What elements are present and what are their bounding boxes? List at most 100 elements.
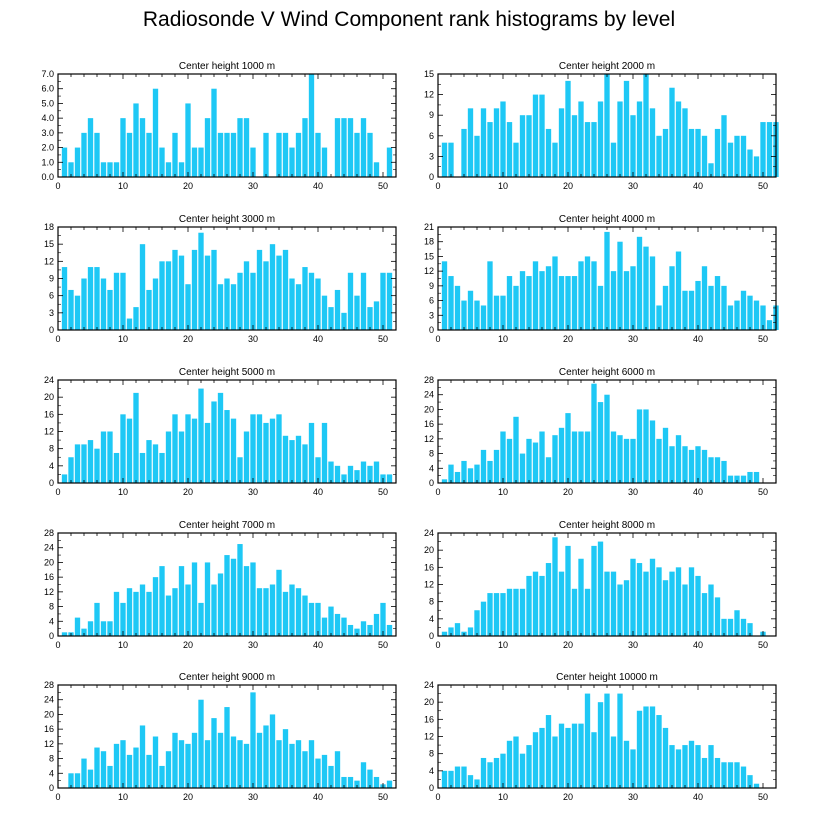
x-tick-label: 50 <box>758 640 768 650</box>
y-tick-label: 15 <box>424 251 434 261</box>
histogram-bar <box>493 593 500 636</box>
histogram-bar <box>126 588 133 636</box>
histogram-bar <box>263 422 269 483</box>
histogram-bar <box>597 541 604 636</box>
x-tick-label: 40 <box>313 792 323 802</box>
histogram-bar <box>747 775 753 789</box>
x-tick-label: 50 <box>378 792 388 802</box>
histogram-bar <box>94 267 100 330</box>
histogram-bar <box>68 162 74 177</box>
histogram-bar <box>532 261 539 330</box>
histogram-bar <box>578 101 584 177</box>
x-tick-label: 20 <box>563 334 573 344</box>
y-tick-label: 0 <box>49 478 54 488</box>
x-tick-label: 50 <box>378 640 388 650</box>
histogram-bar <box>714 457 721 483</box>
y-tick-label: 16 <box>44 724 54 734</box>
histogram-bar <box>474 779 480 788</box>
histogram-bar <box>688 567 695 636</box>
histogram-bar <box>695 745 701 788</box>
x-tick-label: 0 <box>435 640 440 650</box>
histogram-bar <box>480 757 487 788</box>
histogram-bar <box>61 474 68 483</box>
histogram-bar <box>146 289 152 330</box>
histogram-bar <box>354 295 360 330</box>
histogram-bar <box>656 305 662 330</box>
histogram-bar <box>701 449 708 483</box>
histogram-bar <box>662 427 669 483</box>
histogram-bar <box>513 416 519 483</box>
histogram-bar <box>347 624 354 636</box>
histogram-bar <box>454 285 461 330</box>
histogram-bar <box>185 284 191 330</box>
histogram-bar <box>695 128 701 177</box>
histogram-bar <box>191 418 198 484</box>
y-tick-label: 15 <box>424 69 434 79</box>
histogram-bar <box>81 278 87 330</box>
histogram-bar <box>597 101 604 177</box>
histogram-bar <box>354 628 360 636</box>
y-tick-label: 24 <box>424 680 434 690</box>
histogram-bar <box>740 290 747 330</box>
histogram-bar <box>100 621 107 636</box>
histogram-bar <box>217 392 224 484</box>
histogram-bar <box>237 118 243 177</box>
histogram-bar <box>282 729 289 788</box>
histogram-bar <box>461 460 467 483</box>
histogram-bar <box>328 307 334 330</box>
histogram-bar <box>100 751 107 788</box>
y-tick-label: 20 <box>424 404 434 414</box>
y-tick-label: 4.0 <box>41 113 54 123</box>
histogram-bar <box>61 632 68 636</box>
histogram-bar <box>172 732 178 788</box>
histogram-bar <box>224 278 230 330</box>
histogram-bar <box>204 255 211 330</box>
histogram-bar <box>100 162 107 177</box>
histogram-bar <box>649 108 656 177</box>
histogram-bar <box>256 249 263 330</box>
histogram-bar <box>474 464 480 483</box>
histogram-panel: Center height 1000 m 0 10 20 30 40 50 0.0 1.0 2.0… <box>41 61 397 191</box>
x-tick-label: 30 <box>248 640 258 650</box>
histogram-bar <box>604 231 610 330</box>
histogram-bar <box>513 142 519 177</box>
y-tick-label: 12 <box>424 266 434 276</box>
histogram-bar <box>334 289 341 330</box>
histogram-bar <box>747 295 753 330</box>
histogram-bar <box>211 718 217 788</box>
histogram-bar <box>152 577 159 636</box>
y-tick-label: 6.0 <box>41 84 54 94</box>
histogram-bar <box>191 732 198 788</box>
histogram-bar <box>159 452 165 483</box>
histogram-bar <box>74 444 81 484</box>
histogram-bar <box>623 271 630 330</box>
histogram-bar <box>74 147 81 177</box>
y-tick-label: 12 <box>44 587 54 597</box>
histogram-bar <box>669 571 675 637</box>
histogram-bar <box>126 754 133 788</box>
histogram-bar <box>315 602 321 636</box>
y-tick-label: 16 <box>44 409 54 419</box>
histogram-bar <box>552 256 558 330</box>
histogram-bar <box>133 591 139 636</box>
histogram-bar <box>373 613 380 636</box>
histogram-bar <box>308 74 315 177</box>
histogram-bar <box>321 754 328 788</box>
x-tick-label: 0 <box>435 181 440 191</box>
y-tick-label: 24 <box>424 528 434 538</box>
y-tick-label: 0 <box>429 325 434 335</box>
histogram-bar <box>347 465 354 483</box>
y-tick-label: 20 <box>44 709 54 719</box>
histogram-panel: Center height 2000 m 0 10 20 30 40 50 0 3 6 9 12 15 <box>424 61 779 191</box>
histogram-bar <box>263 132 269 177</box>
histogram-bar <box>506 740 513 788</box>
histogram-bar <box>68 773 74 788</box>
histogram-bar <box>532 732 539 788</box>
histogram-bar <box>591 122 597 177</box>
histogram-bar <box>526 276 532 330</box>
histogram-panel: Center height 5000 m 0 10 20 30 40 50 0 4 8 12 16 20… <box>44 367 397 497</box>
x-tick-label: 40 <box>693 181 703 191</box>
histogram-bar <box>526 115 532 177</box>
histogram-bar <box>487 593 493 636</box>
histogram-bar <box>734 475 740 483</box>
